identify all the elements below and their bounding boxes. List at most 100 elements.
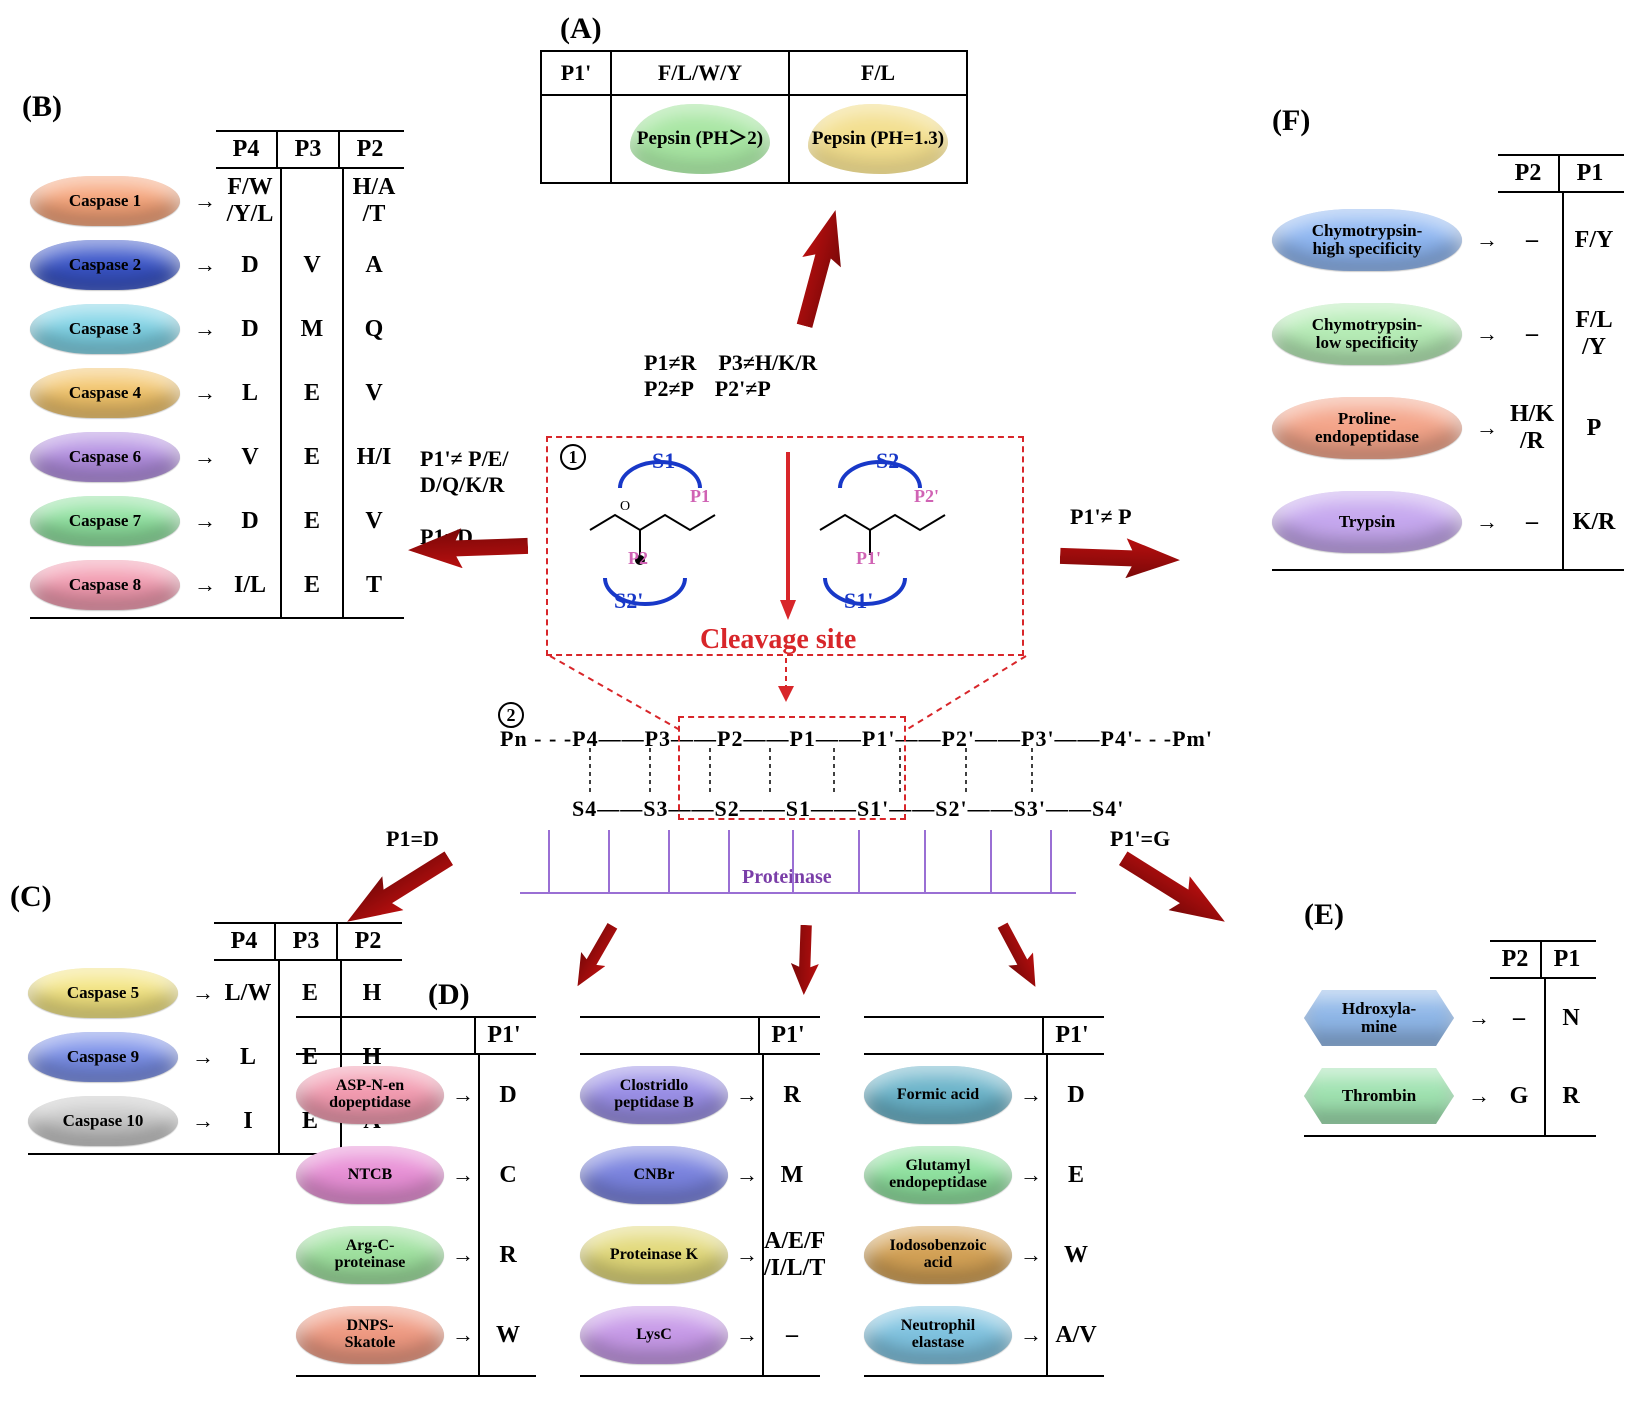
C-col-P2: P2 xyxy=(338,924,398,959)
enzyme-blob: LysC xyxy=(580,1306,728,1364)
table-row: Hdroxyla- mine→–N xyxy=(1304,979,1596,1057)
value-cell: K/R xyxy=(1564,509,1624,536)
svg-text:H: H xyxy=(818,511,827,525)
arrow-br xyxy=(1113,841,1236,939)
B-col-P4: P4 xyxy=(216,132,276,167)
arrow-icon: → xyxy=(448,1322,478,1348)
arrow-icon: → xyxy=(1016,1082,1046,1108)
arrow-icon: → xyxy=(188,980,218,1006)
label-C: (C) xyxy=(10,880,52,914)
arrow-icon: → xyxy=(732,1082,762,1108)
enzyme-blob: Caspase 5 xyxy=(28,968,178,1018)
label-B: (B) xyxy=(22,90,62,124)
arrow-icon: → xyxy=(732,1242,762,1268)
S2-label: S2 xyxy=(876,448,899,474)
value-cell: – xyxy=(1502,509,1562,536)
enzyme-blob: Arg-C- proteinase xyxy=(296,1226,444,1284)
value-cell: I xyxy=(218,1108,278,1135)
A-head-1: F/L/W/Y xyxy=(611,51,789,95)
pepsin-ph13: Pepsin (PH=1.3) xyxy=(808,104,948,174)
A-head-2: F/L xyxy=(789,51,967,95)
value-cell: R xyxy=(764,1082,820,1109)
P2-label: P2 xyxy=(628,548,648,569)
svg-text:O: O xyxy=(620,499,630,514)
value-cell: W xyxy=(1048,1242,1104,1269)
table-row: Proline- endopeptidase→H/K /RP xyxy=(1272,381,1624,475)
table-D: P1'ASP-N-en dopeptidase→DNTCB→CArg-C- pr… xyxy=(296,1016,1104,1377)
svg-text:H: H xyxy=(680,509,689,523)
cond-left: P1'≠ P/E/ D/Q/K/R P1=D xyxy=(420,446,508,550)
value-cell: A/V xyxy=(1048,1322,1104,1349)
value-cell: E xyxy=(282,508,342,535)
enzyme-blob: Proteinase K xyxy=(580,1226,728,1284)
C-col-P3: P3 xyxy=(276,924,336,959)
value-cell: A/E/F /I/L/T xyxy=(764,1228,820,1282)
table-row: NTCB→C xyxy=(296,1135,536,1215)
value-cell: R xyxy=(1546,1083,1596,1110)
value-cell: Q xyxy=(344,316,404,343)
enzyme-blob: Clostridlo peptidase B xyxy=(580,1066,728,1124)
value-cell: E xyxy=(1048,1162,1104,1189)
arrow-icon: → xyxy=(1464,1005,1494,1031)
table-row: ASP-N-en dopeptidase→D xyxy=(296,1055,536,1135)
enzyme-blob: Caspase 10 xyxy=(28,1096,178,1146)
S1p-label: S1' xyxy=(844,588,873,614)
value-cell: F/W /Y/L xyxy=(220,174,280,228)
table-row: Chymotrypsin- low specificity→–F/L /Y xyxy=(1272,287,1624,381)
value-cell: H/K /R xyxy=(1502,401,1562,455)
arrow-icon: → xyxy=(448,1082,478,1108)
enzyme-blob: Thrombin xyxy=(1304,1068,1454,1124)
table-B: P4 P3 P2 Caspase 1→F/W /Y/LH/A /TCaspase… xyxy=(30,130,404,619)
B-col-P3: P3 xyxy=(278,132,338,167)
arrow-icon: → xyxy=(190,252,220,278)
value-cell: R xyxy=(480,1242,536,1269)
cond-bl: P1=D xyxy=(386,826,439,852)
value-cell: E xyxy=(282,444,342,471)
enzyme-blob: NTCB xyxy=(296,1146,444,1204)
value-cell: A xyxy=(344,252,404,279)
table-row: Caspase 3→DMQ xyxy=(30,297,404,361)
S1-label: S1 xyxy=(652,448,675,474)
table-E: P2 P1 Hdroxyla- mine→–NThrombin→GR xyxy=(1304,940,1596,1137)
cond-top: P1≠R P3≠H/K/R P2≠P P2'≠P xyxy=(644,350,817,402)
arrow-icon: → xyxy=(1016,1322,1046,1348)
enzyme-blob: Caspase 8 xyxy=(30,560,180,610)
proteinase-label: Proteinase xyxy=(742,866,832,889)
cond-right: P1'≠ P xyxy=(1070,504,1132,530)
enzyme-blob: Proline- endopeptidase xyxy=(1272,397,1462,459)
arrow-top xyxy=(785,205,855,331)
table-row: Chymotrypsin- high specificity→–F/Y xyxy=(1272,193,1624,287)
table-row: Clostridlo peptidase B→R xyxy=(580,1055,820,1135)
value-cell: F/Y xyxy=(1564,227,1624,254)
arrow-icon: → xyxy=(1464,1083,1494,1109)
table-F: P2 P1 Chymotrypsin- high specificity→–F/… xyxy=(1272,154,1624,571)
E-col-P2: P2 xyxy=(1490,942,1540,977)
value-cell: D xyxy=(220,508,280,535)
table-row: CNBr→M xyxy=(580,1135,820,1215)
value-cell: D xyxy=(1048,1082,1104,1109)
A-head-p1p: P1' xyxy=(541,51,611,95)
enzyme-blob: Caspase 3 xyxy=(30,304,180,354)
value-cell: P xyxy=(1564,415,1624,442)
arrow-icon: → xyxy=(190,508,220,534)
table-row: Caspase 8→I/LET xyxy=(30,553,404,617)
F-col-P2: P2 xyxy=(1498,156,1558,191)
value-cell: E xyxy=(282,572,342,599)
enzyme-blob: Caspase 4 xyxy=(30,368,180,418)
value-cell: V xyxy=(344,380,404,407)
label-F: (F) xyxy=(1272,104,1310,138)
enzyme-blob: CNBr xyxy=(580,1146,728,1204)
table-row: Caspase 4→LEV xyxy=(30,361,404,425)
table-row: Caspase 6→VEH/I xyxy=(30,425,404,489)
value-cell: V xyxy=(282,252,342,279)
cond-br: P1'=G xyxy=(1110,826,1170,852)
value-cell: V xyxy=(220,444,280,471)
arrow-right xyxy=(1059,536,1180,580)
arrow-icon: → xyxy=(190,444,220,470)
label-A: (A) xyxy=(560,12,602,46)
enzyme-blob: Chymotrypsin- high specificity xyxy=(1272,209,1462,271)
pepsin-ph2: Pepsin (PH＞2) xyxy=(630,104,770,174)
table-row: LysC→– xyxy=(580,1295,820,1375)
arrow-icon: → xyxy=(1472,227,1502,253)
P1-label: P1 xyxy=(690,486,710,507)
